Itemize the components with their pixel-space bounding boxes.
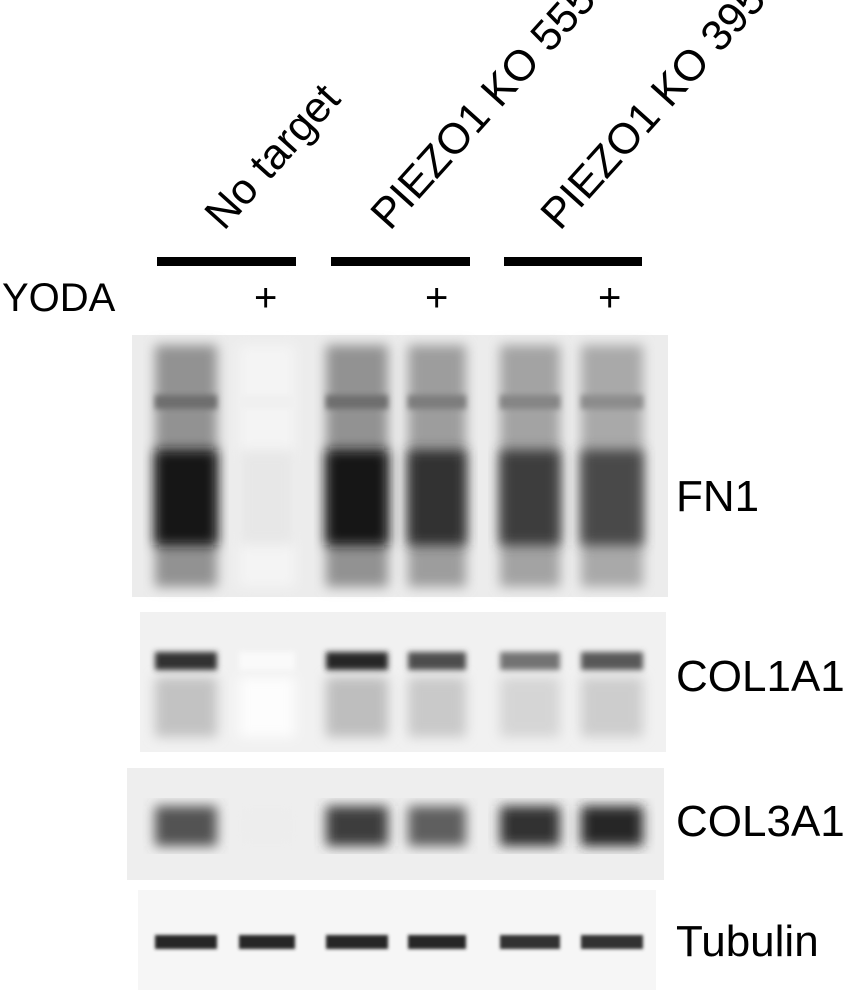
blot-band <box>500 395 560 409</box>
blot-lane-2 <box>239 935 295 949</box>
blot-band <box>500 652 560 670</box>
blot-lane-3 <box>326 652 388 737</box>
blot-lane-4 <box>408 345 466 587</box>
blot-lane-3 <box>326 345 388 587</box>
blot-band <box>155 806 217 846</box>
blot-lane-6 <box>581 345 643 587</box>
blot-band <box>326 806 388 846</box>
blot-band <box>239 395 295 409</box>
blot-band <box>500 450 560 545</box>
blot-lane-2 <box>239 652 295 737</box>
protein-label-tubulin: Tubulin <box>676 917 819 966</box>
blot-band <box>326 450 388 545</box>
blot-lane-1 <box>155 935 217 949</box>
blot-band <box>408 450 466 545</box>
blot-band <box>239 806 295 846</box>
protein-label-fn1: FN1 <box>676 472 760 521</box>
treatment-lane-6: + <box>598 276 622 320</box>
blot-band <box>239 450 295 545</box>
blot-lane-6 <box>581 652 643 737</box>
blot-band <box>239 935 295 949</box>
group-bar-piezo1-ko-395 <box>504 257 642 266</box>
blot-lane-2 <box>239 806 295 846</box>
blot-panel-tubulin <box>138 890 656 990</box>
blot-band <box>239 652 295 670</box>
group-bar-piezo1-ko-555 <box>331 257 470 266</box>
blot-panel-col3a1 <box>127 768 664 880</box>
blot-band <box>500 935 560 949</box>
blot-band <box>408 935 466 949</box>
blot-panel-background <box>132 335 668 597</box>
treatment-lane-4: + <box>425 276 449 320</box>
blot-panel-background <box>138 890 656 990</box>
blot-band <box>581 806 643 846</box>
blot-band <box>581 450 643 545</box>
blot-lane-5 <box>500 652 560 737</box>
blot-lane-1 <box>155 652 217 737</box>
blot-smear <box>239 677 295 737</box>
blot-band <box>408 395 466 409</box>
blot-band <box>408 652 466 670</box>
blot-panel-background <box>140 612 666 752</box>
blot-lane-1 <box>155 345 217 587</box>
blot-lane-1 <box>155 806 217 846</box>
blot-band <box>326 395 388 409</box>
blot-lane-3 <box>326 935 388 949</box>
blot-smear <box>408 677 466 737</box>
treatment-label: YODA <box>2 276 116 320</box>
protein-label-col3a1: COL3A1 <box>676 797 845 846</box>
blot-band <box>581 935 643 949</box>
treatment-lane-2: + <box>254 276 278 320</box>
blot-lane-6 <box>581 806 643 846</box>
blot-lane-6 <box>581 935 643 949</box>
blot-band <box>155 935 217 949</box>
blot-band <box>155 652 217 670</box>
blot-lane-3 <box>326 806 388 846</box>
blot-lane-5 <box>500 935 560 949</box>
group-bar-no-target <box>157 257 296 266</box>
blot-lane-5 <box>500 345 560 587</box>
blot-smear <box>326 677 388 737</box>
blot-band <box>581 652 643 670</box>
blot-panel-col1a1 <box>140 612 666 752</box>
blot-lane-5 <box>500 806 560 846</box>
blot-band <box>500 806 560 846</box>
blot-band <box>408 806 466 846</box>
blot-lane-4 <box>408 806 466 846</box>
blot-smear <box>155 677 217 737</box>
blot-panel-fn1 <box>132 335 668 597</box>
blot-lane-4 <box>408 935 466 949</box>
blot-band <box>326 935 388 949</box>
blot-smear <box>500 677 560 737</box>
blot-band <box>155 450 217 545</box>
blot-lane-2 <box>239 345 295 587</box>
protein-label-col1a1: COL1A1 <box>676 652 845 701</box>
blot-smear <box>581 677 643 737</box>
blot-band <box>155 395 217 409</box>
blot-lane-4 <box>408 652 466 737</box>
blot-band <box>326 652 388 670</box>
blot-band <box>581 395 643 409</box>
